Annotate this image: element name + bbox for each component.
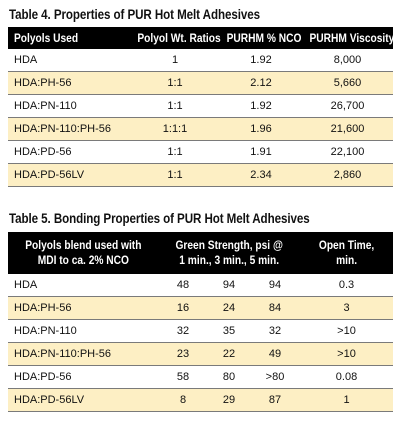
- viscosity-cell: 21,600: [302, 117, 393, 141]
- ratio-cell: 1: [130, 49, 220, 72]
- green-5min-cell: >80: [250, 365, 301, 389]
- polyol-cell: HDA:PD-56LV: [8, 388, 158, 412]
- green-5min-cell: 49: [250, 342, 301, 366]
- header-green-strength-line2: 1 min., 3 min., 5 min.: [179, 253, 279, 267]
- table-5-header-row: Polyols blend used with MDI to ca. 2% NC…: [8, 232, 394, 274]
- green-3min-cell: 29: [208, 388, 250, 412]
- table-row: HDA:PD-56 1:1 1.91 22,100: [8, 140, 393, 164]
- table-row: HDA:PN-110 1:1 1.92 26,700: [8, 94, 393, 118]
- polyol-cell: HDA:PN-110:PH-56: [8, 342, 158, 366]
- polyol-cell: HDA:PN-110: [8, 319, 158, 343]
- table-4-header-row: Polyols Used Polyol Wt. Ratios PURHM % N…: [8, 27, 394, 49]
- green-1min-cell: 58: [158, 365, 208, 389]
- header-green-strength-line1: Green Strength, psi @: [175, 238, 283, 252]
- ratio-cell: 1:1:1: [130, 117, 220, 141]
- table-4-properties: Polyols Used Polyol Wt. Ratios PURHM % N…: [8, 27, 394, 187]
- table-row: HDA:PH-56 16 24 84 3: [8, 296, 394, 320]
- green-1min-cell: 48: [158, 274, 208, 297]
- polyol-cell: HDA:PD-56: [8, 365, 158, 389]
- ratio-cell: 1:1: [130, 163, 220, 187]
- header-polyols-used: Polyols Used: [8, 27, 130, 49]
- ratio-cell: 1:1: [130, 140, 220, 164]
- green-3min-cell: 94: [208, 274, 250, 297]
- header-open-time-line1: Open Time,: [318, 238, 375, 252]
- header-purhm-nco: PURHM % NCO: [220, 27, 302, 49]
- header-green-strength: Green Strength, psi @ 1 min., 3 min., 5 …: [158, 232, 301, 274]
- header-purhm-viscosity: PURHM Viscosity: [302, 27, 394, 49]
- table-5-bonding-properties: Polyols blend used with MDI to ca. 2% NC…: [8, 232, 394, 412]
- viscosity-cell: 8,000: [302, 49, 393, 72]
- green-5min-cell: 94: [250, 274, 301, 297]
- table-row: HDA 48 94 94 0.3: [8, 274, 394, 297]
- open-time-cell: 1: [300, 388, 394, 412]
- nco-cell: 1.96: [220, 117, 302, 141]
- green-3min-cell: 22: [208, 342, 250, 366]
- green-5min-cell: 32: [250, 319, 301, 343]
- polyol-cell: HDA:PH-56: [8, 71, 130, 95]
- open-time-cell: 0.3: [300, 274, 394, 297]
- table-row: HDA:PN-110:PH-56 1:1:1 1.96 21,600: [8, 117, 393, 141]
- nco-cell: 1.91: [220, 140, 302, 164]
- green-1min-cell: 16: [158, 296, 208, 320]
- ratio-cell: 1:1: [130, 71, 220, 95]
- viscosity-cell: 5,660: [302, 71, 393, 95]
- polyol-cell: HDA:PD-56LV: [8, 163, 130, 187]
- green-5min-cell: 84: [250, 296, 301, 320]
- green-1min-cell: 23: [158, 342, 208, 366]
- green-1min-cell: 8: [158, 388, 208, 412]
- polyol-cell: HDA: [8, 274, 158, 297]
- viscosity-cell: 26,700: [302, 94, 393, 118]
- header-polyols-blend: Polyols blend used with MDI to ca. 2% NC…: [8, 232, 158, 274]
- table-row: HDA 1 1.92 8,000: [8, 49, 393, 72]
- open-time-cell: >10: [300, 319, 394, 343]
- table-row: HDA:PD-56LV 1:1 2.34 2,860: [8, 163, 393, 187]
- table-row: HDA:PN-110:PH-56 23 22 49 >10: [8, 342, 394, 366]
- polyol-cell: HDA:PN-110:PH-56: [8, 117, 130, 141]
- viscosity-cell: 22,100: [302, 140, 393, 164]
- header-polyols-blend-line1: Polyols blend used with: [24, 238, 142, 252]
- open-time-cell: 0.08: [300, 365, 394, 389]
- nco-cell: 1.92: [220, 49, 302, 72]
- table-5-title: Table 5. Bonding Properties of PUR Hot M…: [9, 211, 310, 226]
- ratio-cell: 1:1: [130, 94, 220, 118]
- table-row: HDA:PD-56LV 8 29 87 1: [8, 388, 394, 412]
- nco-cell: 2.12: [220, 71, 302, 95]
- open-time-cell: >10: [300, 342, 394, 366]
- polyol-cell: HDA: [8, 49, 130, 72]
- table-row: HDA:PD-56 58 80 >80 0.08: [8, 365, 394, 389]
- green-3min-cell: 24: [208, 296, 250, 320]
- open-time-cell: 3: [300, 296, 394, 320]
- polyol-cell: HDA:PH-56: [8, 296, 158, 320]
- header-polyols-blend-line2: MDI to ca. 2% NCO: [37, 253, 129, 267]
- table-4-title: Table 4. Properties of PUR Hot Melt Adhe…: [9, 7, 260, 22]
- nco-cell: 1.92: [220, 94, 302, 118]
- green-5min-cell: 87: [250, 388, 301, 412]
- table-row: HDA:PN-110 32 35 32 >10: [8, 319, 394, 343]
- header-polyol-wt-ratios: Polyol Wt. Ratios: [130, 27, 221, 49]
- header-open-time-line2: min.: [336, 253, 357, 267]
- viscosity-cell: 2,860: [302, 163, 393, 187]
- green-1min-cell: 32: [158, 319, 208, 343]
- table-row: HDA:PH-56 1:1 2.12 5,660: [8, 71, 393, 95]
- polyol-cell: HDA:PN-110: [8, 94, 130, 118]
- nco-cell: 2.34: [220, 163, 302, 187]
- header-open-time: Open Time, min.: [300, 232, 394, 274]
- polyol-cell: HDA:PD-56: [8, 140, 130, 164]
- green-3min-cell: 80: [208, 365, 250, 389]
- green-3min-cell: 35: [208, 319, 250, 343]
